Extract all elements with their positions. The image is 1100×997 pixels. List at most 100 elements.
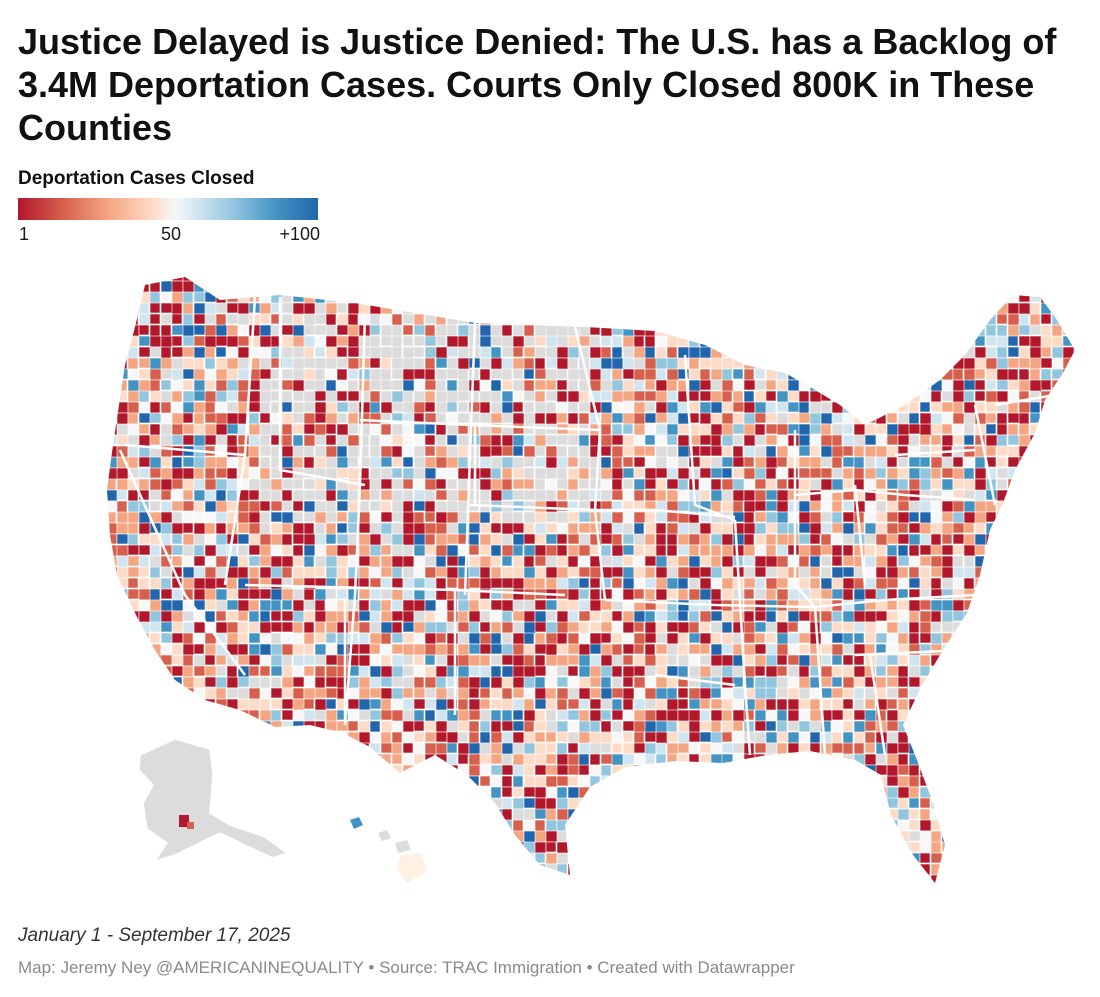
county-cell [314,280,327,294]
county-cell [677,830,689,842]
county-cell [1073,379,1075,392]
county-cell [380,390,393,403]
county-cell [468,797,482,810]
county-cell [1018,610,1031,623]
county-cell [600,313,614,327]
county-cell [468,764,481,777]
county-cell [897,511,911,524]
county-cell [107,522,118,535]
county-cell [314,291,326,305]
county-cell [424,390,436,403]
county-cell [413,599,426,613]
county-cell [457,368,469,382]
county-cell [160,335,173,349]
county-cell [457,753,469,765]
county-cell [413,841,427,853]
county-cell [259,643,272,657]
county-cell [578,621,590,635]
county-cell [842,313,856,327]
county-cell [886,412,898,424]
county-cell [501,621,514,634]
county-cell [633,478,646,491]
county-cell [127,489,139,502]
county-cell [457,346,470,359]
county-cell [95,831,105,842]
county-cell [1085,391,1095,402]
county-cell [347,720,359,732]
county-cell [633,379,645,392]
county-cell [776,346,788,360]
county-cell [611,632,623,644]
county-cell [743,445,756,458]
county-cell [864,819,876,831]
county-cell [930,753,942,766]
county-cell [699,709,711,722]
county-cell [468,742,481,755]
county-cell [138,423,150,435]
county-cell [1018,599,1030,613]
county-cell [567,709,581,721]
county-cell [875,786,889,798]
county-cell [182,324,195,338]
county-cell [107,841,118,855]
county-cell [358,291,371,305]
county-cell [1062,643,1075,657]
county-cell [864,544,876,558]
county-cell [1018,720,1030,732]
county-cell [501,555,513,567]
county-cell [798,467,811,479]
county-cell [413,819,426,832]
county-cell [501,709,513,723]
county-cell [468,786,480,798]
county-cell [457,797,469,811]
county-cell [95,292,105,304]
county-cell [644,379,656,391]
county-cell [1040,654,1052,666]
county-cell [721,577,735,591]
county-cell [809,709,823,723]
county-cell [985,632,998,644]
county-cell [941,577,955,590]
county-cell [875,445,888,459]
county-cell [600,654,614,667]
county-cell [358,742,370,755]
county-cell [1073,753,1075,766]
county-cell [765,412,778,424]
county-cell [490,753,503,765]
county-cell [1051,632,1065,644]
county-cell [622,423,634,435]
county-cell [963,687,976,700]
county-cell [490,720,502,734]
county-cell [1051,423,1065,437]
county-cell [644,742,657,756]
county-cell [787,775,799,788]
county-cell [886,830,899,844]
county-cell [534,764,548,776]
county-cell [831,335,843,347]
county-cell [732,610,745,623]
county-cell [688,577,700,591]
county-cell [864,390,878,403]
county-cell [413,808,426,820]
county-cell [402,555,415,568]
county-cell [864,841,878,855]
county-cell [842,665,855,679]
county-cell [1029,280,1042,293]
county-cell [710,621,723,634]
county-cell [402,522,415,536]
county-cell [468,390,480,403]
county-cell [963,830,977,844]
county-cell [666,390,678,402]
county-cell [1051,489,1063,503]
county-cell [622,830,636,844]
county-cell [941,390,955,402]
county-cell [930,599,944,612]
county-cell [721,731,733,743]
county-cell [897,445,909,459]
county-cell [842,390,854,402]
county-cell [886,313,899,327]
county-cell [490,456,504,470]
county-cell [1029,577,1041,591]
county-cell [952,764,964,777]
county-cell [182,291,194,305]
